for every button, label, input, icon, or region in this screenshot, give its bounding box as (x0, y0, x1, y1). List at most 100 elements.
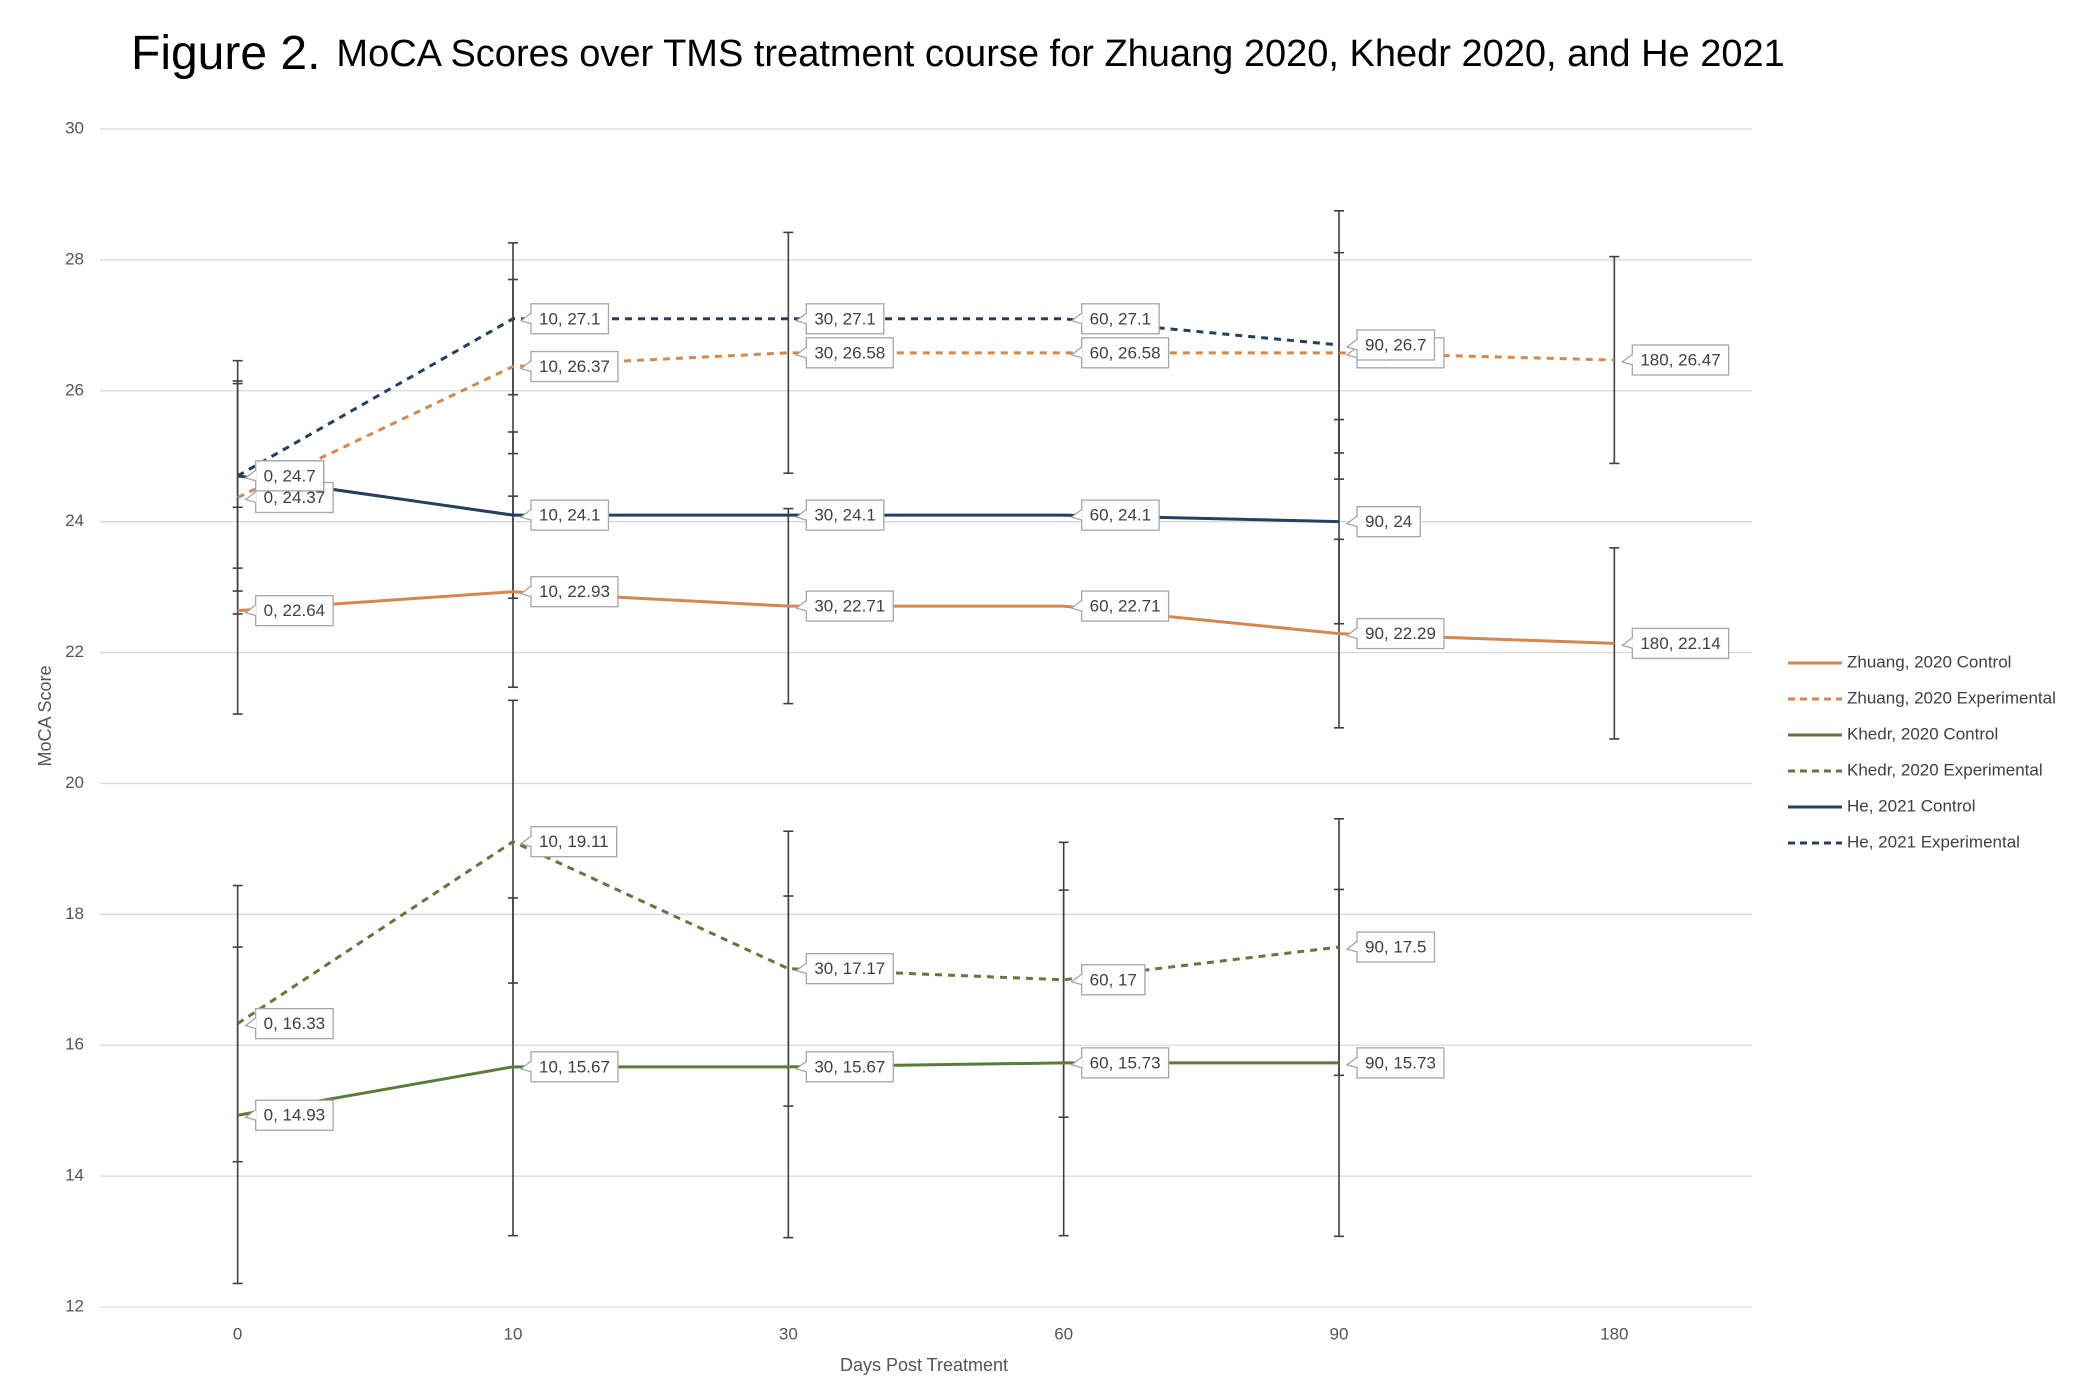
data-label-text: 0, 22.64 (264, 601, 325, 620)
data-label-text: 180, 26.47 (1640, 351, 1720, 370)
data-label-box (1356, 931, 1436, 963)
data-label-box (1081, 1047, 1170, 1079)
data-label-pointer (794, 312, 808, 325)
error-bar (1058, 841, 1069, 1119)
data-label: 90, 26.7 (1345, 329, 1436, 361)
data-label-box (805, 303, 885, 335)
legend-label: Zhuang, 2020 Experimental (1847, 688, 2056, 707)
data-label-box (255, 460, 325, 492)
plot (232, 210, 1620, 1285)
data-label-box (1356, 329, 1436, 361)
data-label-text: 60, 24.1 (1090, 506, 1151, 525)
data-label: 60, 27.1 (1070, 303, 1160, 335)
data-label-text: 90, 22.29 (1365, 624, 1436, 643)
y-tick-label: 18 (65, 904, 84, 923)
x-tick-label: 0 (233, 1324, 242, 1343)
data-label-text: 30, 22.71 (814, 597, 885, 616)
y-tick-label: 14 (65, 1166, 84, 1185)
data-label: 90, 15.73 (1345, 1047, 1445, 1079)
x-tick-label: 60 (1054, 1324, 1073, 1343)
x-tick-label: 10 (504, 1324, 523, 1343)
data-label-text: 0, 24.37 (264, 488, 325, 507)
y-tick-label: 12 (65, 1296, 84, 1315)
data-label-text: 30, 15.67 (814, 1057, 885, 1076)
data-label: 90, 17.5 (1345, 931, 1436, 963)
y-tick-label: 26 (65, 380, 84, 399)
data-label-box (1356, 617, 1445, 650)
data-label-text: 90, 24 (1365, 512, 1412, 531)
error-bar (783, 231, 794, 475)
data-label-text: 10, 22.93 (539, 582, 610, 601)
data-label: 30, 15.67 (794, 1051, 894, 1083)
data-label-pointer (794, 962, 808, 975)
data-label: 30, 27.1 (794, 303, 885, 335)
y-tick-label: 20 (65, 773, 84, 792)
x-tick-label: 180 (1600, 1324, 1628, 1343)
data-label-pointer (1345, 338, 1358, 351)
data-label-text: 60, 26.58 (1090, 343, 1161, 362)
data-label: 30, 24.1 (794, 499, 885, 531)
data-label-box (1081, 964, 1146, 996)
data-label-pointer (1345, 1056, 1358, 1069)
data-label: 30, 26.58 (794, 337, 894, 369)
data-label: 10, 19.11 (519, 826, 618, 858)
data-label-text: 30, 17.17 (814, 959, 885, 978)
data-label: 180, 26.47 (1620, 344, 1730, 376)
y-tick-label: 30 (65, 118, 84, 137)
data-label-text: 10, 26.37 (539, 357, 610, 376)
data-label-box (1081, 499, 1160, 531)
data-label: 10, 27.1 (519, 303, 610, 335)
data-label: 30, 22.71 (794, 590, 894, 622)
data-label-text: 30, 27.1 (814, 309, 875, 328)
data-label: 60, 24.1 (1070, 499, 1160, 531)
data-label-pointer (1345, 515, 1358, 528)
x-tick-label: 30 (779, 1324, 798, 1343)
data-label-text: 30, 26.58 (814, 343, 885, 362)
x-tick-label: 90 (1330, 1324, 1349, 1343)
data-label-pointer (794, 508, 808, 521)
data-label-pointer (1070, 508, 1083, 521)
data-label-box (530, 1051, 619, 1083)
data-label: 60, 15.73 (1070, 1047, 1170, 1079)
data-label-pointer (244, 469, 257, 482)
figure-label: Figure 2. (131, 27, 320, 80)
data-label: 90, 22.29 (1345, 617, 1445, 650)
data-label-text: 180, 22.14 (1640, 634, 1720, 653)
data-label-box (805, 337, 894, 369)
data-label: 0, 16.33 (244, 1007, 334, 1040)
data-label-pointer (1345, 940, 1358, 953)
data-label-pointer (519, 835, 532, 848)
data-label-pointer (1345, 627, 1358, 640)
data-label-pointer (244, 490, 257, 504)
data-label: 180, 22.14 (1620, 627, 1730, 660)
error-bar (783, 830, 794, 1107)
data-label: 60, 22.71 (1070, 590, 1170, 622)
data-label-pointer (794, 1060, 808, 1073)
data-label-pointer (794, 346, 808, 359)
data-label-pointer (1620, 636, 1634, 650)
data-label-box (255, 595, 334, 627)
legend: Zhuang, 2020 Control Zhuang, 2020 Experim… (1788, 652, 2056, 851)
y-tick-label: 22 (65, 642, 84, 661)
data-label-box (530, 826, 618, 858)
data-label-text: 60, 17 (1090, 970, 1137, 989)
series-line (237, 351, 1615, 499)
data-label-text: 90, 26.7 (1365, 335, 1426, 354)
grid: 12 14 16 18 20 22 24 26 28 30 0 10 30 60 90 180 (65, 118, 1752, 1343)
y-tick-label: 16 (65, 1035, 84, 1054)
data-label-pointer (1620, 353, 1634, 366)
data-label: 10, 26.37 (519, 350, 619, 383)
data-label: 60, 26.58 (1070, 337, 1170, 369)
data-label-box (255, 1007, 334, 1040)
legend-label: Zhuang, 2020 Control (1847, 652, 2011, 671)
y-tick-label: 24 (65, 511, 84, 530)
legend-label: He, 2021 Control (1847, 796, 1976, 815)
y-axis-label: MoCA Score (35, 665, 55, 766)
data-label: 90, 24 (1345, 506, 1421, 538)
data-label: 10, 22.93 (519, 576, 619, 608)
data-label-pointer (519, 360, 532, 373)
error-bar (232, 884, 243, 1163)
data-label-pointer (519, 1060, 532, 1073)
